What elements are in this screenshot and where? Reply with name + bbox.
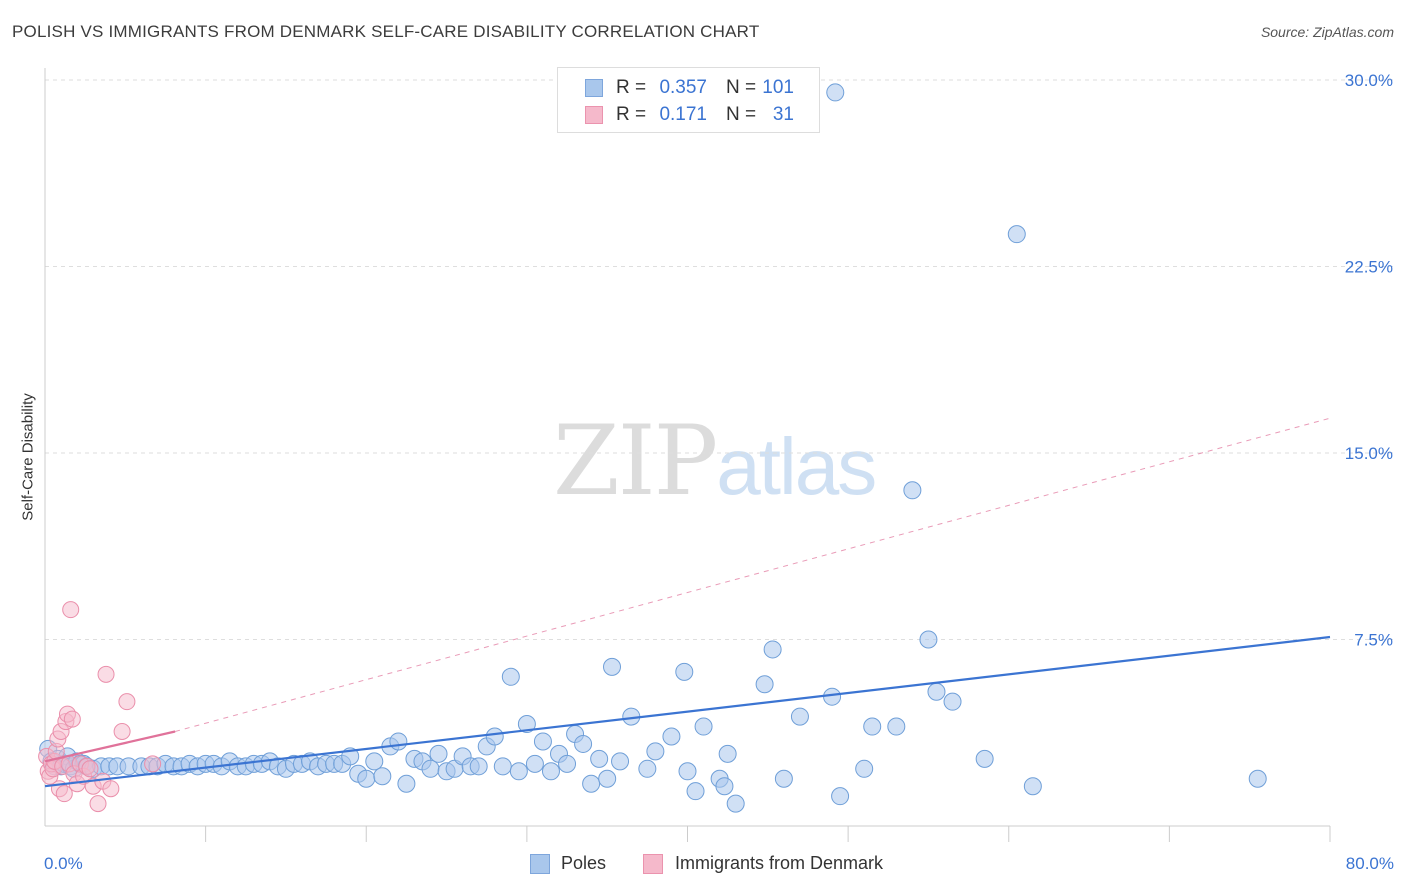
poles-point xyxy=(826,83,845,102)
poles-point xyxy=(533,732,552,751)
poles-point xyxy=(823,687,842,706)
x-tick-label: 0.0% xyxy=(44,854,83,873)
legend-swatch-poles xyxy=(585,79,603,97)
poles-point xyxy=(517,715,536,734)
denmark-point xyxy=(102,780,120,798)
poles-point xyxy=(831,787,850,806)
denmark-point xyxy=(62,601,80,619)
poles-point xyxy=(715,777,734,796)
poles-point xyxy=(493,757,512,776)
poles-point xyxy=(790,707,809,726)
denmark-point xyxy=(89,795,107,813)
poles-point xyxy=(1023,777,1042,796)
legend-swatch-denmark xyxy=(585,106,603,124)
poles-point xyxy=(646,742,665,761)
poles-point xyxy=(397,774,416,793)
legend-n-value: 31 xyxy=(772,104,794,125)
poles-point xyxy=(485,727,504,746)
poles-trend-line xyxy=(44,635,1331,788)
watermark-zip: ZIP xyxy=(553,405,718,517)
denmark-point xyxy=(113,723,131,741)
poles-point xyxy=(429,744,448,763)
poles-point xyxy=(590,749,609,768)
legend-n-label: N = xyxy=(726,77,757,98)
poles-point xyxy=(887,717,906,736)
y-tick-label: 15.0% xyxy=(1345,444,1393,463)
poles-point xyxy=(943,692,962,711)
poles-point xyxy=(603,657,622,676)
bottom-legend-label-denmark: Immigrants from Denmark xyxy=(675,853,884,873)
poles-point xyxy=(774,769,793,788)
bottom-legend-swatch-denmark xyxy=(643,854,663,874)
poles-point xyxy=(582,774,601,793)
denmark-point xyxy=(81,760,99,778)
poles-point xyxy=(598,769,617,788)
bottom-legend-label-poles: Poles xyxy=(561,853,607,873)
legend-r-value: 0.171 xyxy=(659,104,707,125)
denmark-point xyxy=(63,710,81,728)
poles-point xyxy=(718,744,737,763)
denmark-trend-line xyxy=(44,730,176,763)
denmark-point xyxy=(55,785,73,803)
poles-point xyxy=(975,749,994,768)
poles-point xyxy=(357,769,376,788)
denmark-point xyxy=(144,755,162,773)
legend-n-label: N = xyxy=(726,104,757,125)
poles-point xyxy=(574,734,593,753)
poles-point xyxy=(763,640,782,659)
poles-point xyxy=(389,732,408,751)
legend-r-value: 0.357 xyxy=(659,77,707,98)
legend-n-value: 101 xyxy=(762,77,794,98)
poles-point xyxy=(1007,225,1026,244)
poles-point xyxy=(611,752,630,771)
poles-point xyxy=(863,717,882,736)
poles-point xyxy=(421,759,440,778)
poles-point xyxy=(525,754,544,773)
poles-point xyxy=(755,675,774,694)
poles-point xyxy=(686,782,705,801)
poles-point xyxy=(1248,769,1267,788)
bottom-legend-swatch-poles xyxy=(530,854,550,874)
y-tick-label: 22.5% xyxy=(1345,258,1393,277)
denmark-trend-extension xyxy=(174,417,1331,732)
poles-point xyxy=(678,762,697,781)
source-credit: Source: ZipAtlas.com xyxy=(1260,24,1394,40)
poles-point xyxy=(501,667,520,686)
poles-point xyxy=(509,762,528,781)
legend-r-label: R = xyxy=(616,77,647,98)
poles-point xyxy=(662,727,681,746)
poles-point xyxy=(919,630,938,649)
poles-point xyxy=(694,717,713,736)
legend-r-label: R = xyxy=(616,104,647,125)
legend-row-poles: R = 0.357 N = 101 xyxy=(558,74,819,102)
poles-point xyxy=(373,767,392,786)
poles-point xyxy=(638,759,657,778)
poles-point xyxy=(365,752,384,771)
denmark-point xyxy=(118,693,136,711)
watermark: ZIPatlas xyxy=(553,405,877,517)
poles-point xyxy=(927,682,946,701)
poles-point xyxy=(726,794,745,813)
y-tick-label: 7.5% xyxy=(1354,631,1393,650)
chart-title: POLISH VS IMMIGRANTS FROM DENMARK SELF-C… xyxy=(12,22,760,41)
x-tick-label: 80.0% xyxy=(1346,854,1394,873)
watermark-atlas: atlas xyxy=(716,422,877,511)
poles-point xyxy=(541,762,560,781)
legend-row-denmark: R = 0.171 N = 31 xyxy=(558,101,819,129)
legend: R = 0.357 N = 101 R = 0.171 N = 31 xyxy=(557,67,820,133)
poles-point xyxy=(855,759,874,778)
denmark-point xyxy=(97,665,115,683)
poles-point xyxy=(469,757,488,776)
y-tick-label: 30.0% xyxy=(1345,71,1393,90)
poles-point xyxy=(558,754,577,773)
poles-point xyxy=(675,662,694,681)
poles-point xyxy=(903,481,922,500)
